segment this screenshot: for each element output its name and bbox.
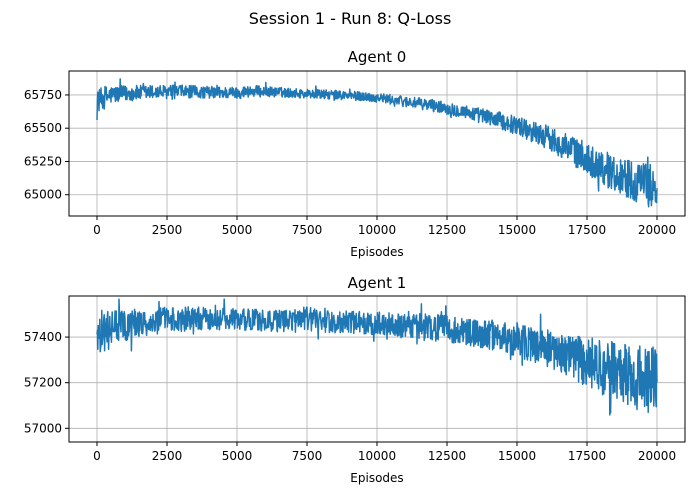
agent-0-y-tick-label: 65750 [24,88,62,102]
agent-0-y-tick-label: 65250 [24,154,62,168]
agent-1-y-tick-label: 57000 [24,421,62,435]
agent-0-x-tick-label: 2500 [152,223,183,237]
agent-0-series-line [96,78,658,208]
agent-0-x-tick-label: 0 [93,223,101,237]
agent-1-x-tick-label: 17500 [568,449,606,463]
agent-0-x-tick-label: 20000 [638,223,676,237]
agent-1-x-tick-label: 5000 [222,449,253,463]
subplot-agent-1: 0 2500 5000 7500 10000 12500 15000 17500 20000 57… [24,274,686,485]
agent-1-x-tick-label: 7500 [292,449,323,463]
subplot-agent-0: 0 2500 5000 7500 10000 12500 15000 17500 20000 65… [24,48,686,259]
figure-suptitle: Session 1 - Run 8: Q-Loss [249,9,452,28]
agent-0-y-tick-label: 65500 [24,121,62,135]
agent-0-x-tick-label: 17500 [568,223,606,237]
agent-0-x-tick-label: 5000 [222,223,253,237]
agent-0-title: Agent 0 [348,48,407,66]
agent-0-x-tick-label: 10000 [358,223,396,237]
agent-1-y-tick-label: 57400 [24,330,62,344]
agent-1-series-line [96,298,658,416]
agent-0-x-axis-label: Episodes [350,245,403,259]
agent-0-y-tick-label: 65000 [24,188,62,202]
agent-1-x-tick-label: 2500 [152,449,183,463]
agent-1-x-tick-label: 12500 [428,449,466,463]
agent-1-y-tick-label: 57200 [24,376,62,390]
agent-1-x-axis-label: Episodes [350,471,403,485]
agent-1-x-tick-label: 15000 [498,449,536,463]
agent-0-x-tick-label: 15000 [498,223,536,237]
agent-1-title: Agent 1 [348,274,407,292]
agent-0-x-tick-label: 12500 [428,223,466,237]
agent-1-x-tick-label: 0 [93,449,101,463]
agent-0-x-tick-label: 7500 [292,223,323,237]
agent-1-x-tick-label: 20000 [638,449,676,463]
agent-1-x-tick-label: 10000 [358,449,396,463]
